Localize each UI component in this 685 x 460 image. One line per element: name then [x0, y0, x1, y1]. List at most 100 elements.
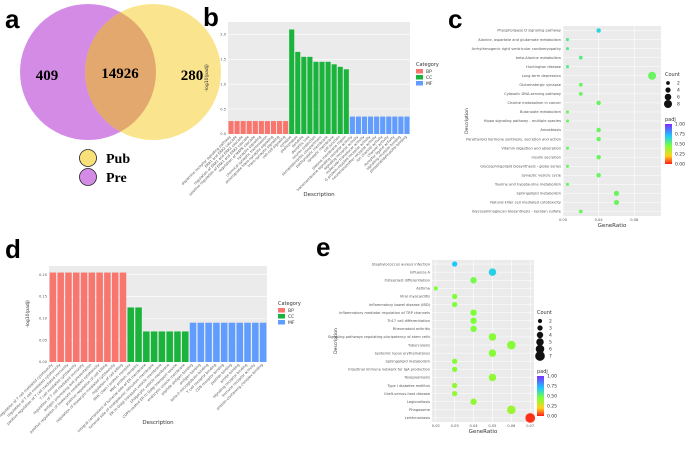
y-tick-label: Amoebiasis [540, 128, 561, 132]
y-tick-label: Arrhythmogenic right ventricular cardiom… [472, 47, 562, 51]
legend-title: Category [416, 62, 439, 68]
y-tick-label: Sphingolipid metabolism [517, 192, 562, 196]
y-tick-label: Cytosolic DNA-sensing pathway [504, 92, 562, 96]
venn-overlap-count: 14926 [101, 66, 139, 82]
y-tick-label: Graft-versus-host disease [384, 392, 431, 396]
venn-legend-swatch-pub [79, 149, 97, 167]
y-tick-label: 0.20 [39, 273, 48, 277]
count-legend-label: 2 [549, 319, 552, 325]
venn-legend-swatch-pre [79, 168, 97, 186]
venn-overlap [85, 4, 156, 140]
bar [127, 307, 135, 362]
count-legend-dot [536, 338, 544, 346]
y-tick-label: Phospholipase D signaling pathway [497, 29, 562, 33]
dot [525, 413, 536, 423]
legend-swatch [278, 320, 285, 325]
bar [143, 331, 150, 362]
bar [189, 322, 197, 362]
y-axis-title: Description [464, 108, 470, 134]
bar [96, 272, 103, 362]
dot [452, 301, 458, 308]
bar [213, 322, 220, 362]
y-tick-label: Huntington disease [526, 65, 562, 69]
x-axis-title: Description [142, 420, 174, 426]
padj-tick-label: 0.00 [675, 162, 685, 168]
x-axis-title: GeneRatio [598, 223, 627, 229]
bar [246, 121, 252, 134]
dot [565, 146, 570, 150]
count-legend-label: 5 [549, 340, 552, 346]
y-tick-label: Asthma [416, 287, 430, 291]
y-tick-label: 0.15 [39, 295, 47, 299]
bar [361, 116, 368, 134]
legend-label: MF [426, 81, 433, 87]
count-legend-label: 4 [549, 333, 552, 339]
dot [470, 325, 477, 333]
y-tick-label: Choline metabolism in cancer [508, 101, 562, 105]
bar [111, 272, 119, 362]
dot [596, 136, 601, 142]
count-legend-label: 2 [677, 81, 680, 87]
padj-legend-title: padj [537, 369, 548, 375]
y-tick-label: Inflammatory mediator regulation of TRP … [339, 311, 430, 315]
dot [596, 100, 601, 106]
count-legend-dot [537, 318, 543, 324]
padj-tick-label: 0.25 [675, 152, 685, 158]
legend-swatch [278, 308, 285, 313]
padj-tick-label: 0.00 [547, 414, 557, 420]
dot [488, 349, 497, 357]
bar [65, 272, 72, 362]
bar [319, 61, 325, 135]
dot [648, 71, 657, 80]
dot-chart-e: 0.02 0.03 0.04 0.05 0.06 0.07 Staphylococcus a… [328, 260, 557, 435]
count-legend-title: Count [537, 310, 552, 316]
padj-tick-label: 0.50 [547, 394, 557, 400]
padj-tick-label: 1.00 [675, 122, 685, 128]
dot [488, 268, 497, 276]
bar [259, 322, 267, 362]
y-tick-label: Glutamatergic synapse [519, 83, 561, 87]
bar [307, 56, 313, 134]
bar [368, 116, 374, 134]
x-tick-label: 0.05 [488, 424, 496, 428]
x-tick-label: 0.03 [451, 424, 459, 428]
bar [283, 121, 289, 134]
dot [488, 373, 497, 382]
x-axis-title: GeneRatio [469, 429, 498, 435]
bar [289, 29, 295, 134]
y-tick-label: Rheumatoid arthritis [393, 327, 430, 331]
bar [331, 64, 337, 134]
count-legend-label: 7 [549, 354, 552, 360]
bar [228, 322, 236, 362]
y-tick-label: Signaling pathways regulating pluripoten… [328, 335, 430, 339]
y-tick-label: Toxoplasmosis [403, 376, 430, 380]
dot [565, 110, 570, 114]
dot [596, 173, 601, 178]
count-legend-dot [665, 87, 671, 93]
y-tick-label: Viral myocarditis [400, 295, 430, 299]
dot [470, 317, 477, 324]
bar [386, 116, 392, 134]
legend-swatch [416, 75, 423, 80]
count-legend-dot [537, 325, 543, 331]
dot [452, 382, 458, 389]
x-tick-label: 0.00 [559, 218, 568, 222]
bar [240, 121, 246, 134]
bar [398, 116, 404, 134]
bar [228, 121, 234, 134]
bar [325, 61, 331, 135]
y-tick-label: Inflammatory bowel disease (IBD) [369, 303, 431, 307]
y-tick-label: Tuberculosis [407, 343, 430, 347]
count-legend-label: 3 [549, 326, 552, 332]
legend-label: CC [426, 75, 432, 81]
bar [166, 331, 173, 362]
dot [613, 199, 620, 206]
x-tick-label: 0.08 [630, 218, 639, 222]
dot [507, 405, 516, 415]
count-legend-dot [535, 351, 545, 361]
y-tick-label: Alanine, aspartate and glutamate metabol… [478, 38, 561, 42]
legend-swatch [278, 314, 285, 319]
y-tick-label: Intestinal immune network for IgA produc… [348, 368, 430, 372]
bar [181, 331, 189, 362]
